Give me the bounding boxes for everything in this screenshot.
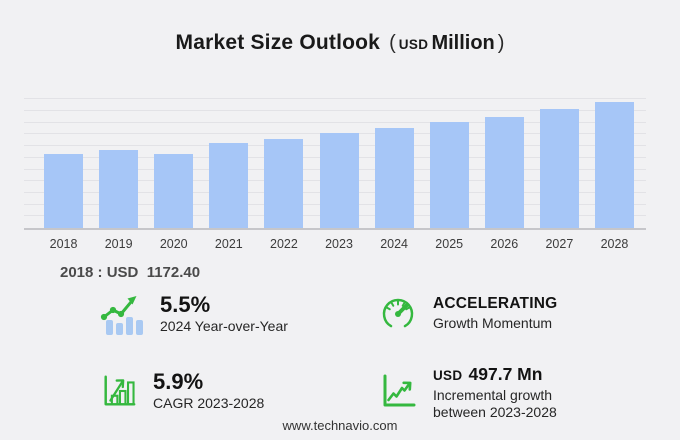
source-url: www.technavio.com	[282, 418, 398, 433]
bar-2021	[209, 143, 249, 228]
bar-2026	[484, 117, 524, 228]
bar-column: 2018	[36, 92, 91, 251]
momentum-label: Growth Momentum	[433, 314, 553, 331]
gridline	[24, 98, 646, 100]
bar-column: 2028	[587, 92, 642, 251]
stat-yoy-growth: 5.5% 2024 Year-over-Year	[0, 291, 340, 336]
bar-2024	[374, 128, 414, 228]
yoy-value: 5.5%	[160, 291, 211, 317]
bar-column: 2022	[256, 92, 311, 251]
incremental-currency: USD	[433, 368, 463, 384]
gridline	[24, 110, 646, 111]
bar-column: 2025	[422, 92, 477, 251]
chart-title: Market Size Outlook (USD Million)	[0, 31, 680, 55]
stats-grid: 5.5% 2024 Year-over-Year	[0, 282, 680, 436]
x-tick-label: 2021	[214, 237, 243, 251]
gridline	[24, 121, 646, 123]
cagr-value: 5.9%	[153, 368, 204, 394]
x-tick-label: 2026	[490, 237, 519, 251]
incremental-label-line1: Incremental growth	[433, 386, 553, 403]
incremental-amount: 497.7 Mn	[468, 364, 543, 385]
x-tick-label: 2018	[49, 237, 78, 251]
stat-cagr: 5.9% CAGR 2023-2028	[0, 368, 340, 413]
x-tick-label: 2022	[270, 237, 298, 251]
x-tick-label: 2019	[104, 237, 133, 251]
title-paren-open: (	[389, 32, 396, 54]
speedometer-icon	[378, 294, 418, 334]
title-paren-close: )	[497, 32, 505, 54]
x-tick-label: 2027	[545, 237, 574, 251]
bar-column: 2021	[201, 92, 256, 251]
x-tick-label: 2023	[325, 237, 353, 251]
bar-columns: 2018 2019 2020 2021 2022 2023 2024 2025 2026 2027…	[36, 92, 642, 251]
bar-2025	[429, 122, 469, 228]
bar-2018	[44, 154, 84, 228]
incremental-value: USD 497.7 Mn	[433, 361, 557, 385]
bar-2023	[319, 133, 359, 228]
base-year-value-label: 2018 : USD 1172.40	[60, 264, 201, 281]
bar-column: 2023	[311, 92, 366, 251]
x-tick-label: 2024	[380, 237, 409, 251]
yoy-label: 2024 Year-over-Year	[160, 318, 288, 335]
bar-trend-icon	[100, 293, 145, 336]
bar-column: 2020	[146, 92, 201, 251]
line-growth-icon	[378, 370, 418, 412]
title-unit-label: Million	[431, 32, 495, 54]
stat-incremental-growth: USD 497.7 Mn Incremental growth between …	[340, 361, 680, 421]
x-tick-label: 2028	[600, 237, 629, 251]
bar-2019	[99, 150, 139, 228]
bar-column: 2026	[477, 92, 532, 251]
stat-growth-momentum: ACCELERATING Growth Momentum	[340, 294, 680, 334]
momentum-value: ACCELERATING	[433, 295, 558, 313]
bar-2028	[594, 102, 634, 228]
bar-chart: 2018 2019 2020 2021 2022 2023 2024 2025 2026 2027…	[24, 92, 646, 251]
chart-title-text: Market Size Outlook	[175, 31, 381, 54]
x-tick-label: 2020	[159, 237, 188, 251]
bar-column: 2019	[91, 92, 146, 251]
x-tick-label: 2025	[435, 237, 464, 251]
bar-column: 2027	[532, 92, 587, 251]
bar-column: 2024	[367, 92, 422, 251]
bar-2022	[264, 139, 304, 228]
bar-2020	[154, 154, 194, 228]
bar-growth-icon	[100, 371, 138, 411]
bar-2027	[539, 109, 579, 228]
incremental-label-line2: between 2023-2028	[433, 403, 557, 420]
title-currency-label: USD	[398, 37, 429, 52]
cagr-label: CAGR 2023-2028	[153, 395, 265, 412]
